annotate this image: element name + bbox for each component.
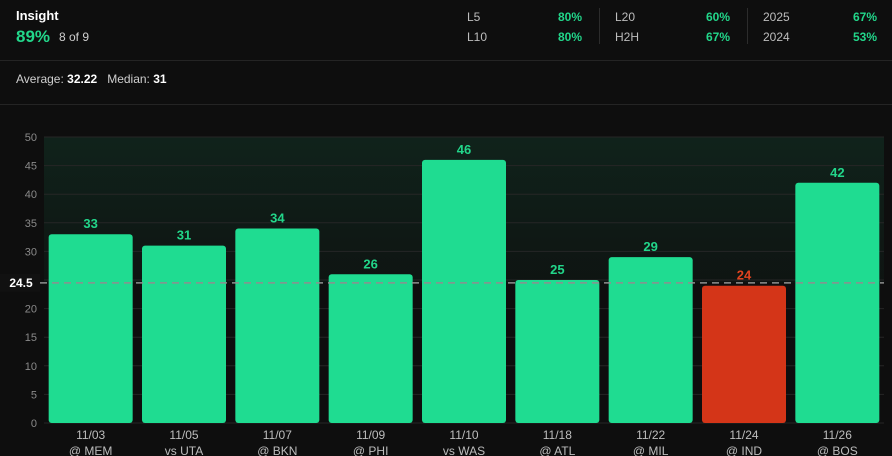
hit-count: 8 of 9: [59, 30, 90, 44]
stat-2024: 2024 53%: [763, 30, 877, 44]
x-axis: 11/03 @ MEM 11/05 vs UTA 11/07 @ BKN 11/09 @ PH…: [69, 428, 858, 456]
y-axis: 05101520253035404550: [25, 132, 37, 430]
average-value: 32.22: [67, 72, 98, 86]
stat-l10: L10 80%: [467, 30, 582, 44]
median-label: Median:: [107, 72, 150, 86]
stat-h2h: H2H 67%: [615, 30, 730, 44]
x-tick-date: 11/24: [729, 428, 758, 442]
bar: [702, 285, 786, 423]
x-tick-opponent: @ IND: [726, 444, 763, 456]
bar: [328, 274, 413, 423]
y-tick-label: 0: [31, 418, 37, 430]
data-label: 29: [643, 239, 657, 254]
data-label: 26: [363, 256, 377, 271]
stats-divider: [599, 8, 600, 44]
stats-divider: [747, 8, 748, 44]
prop-line-badge: [0, 273, 40, 292]
y-tick-label: 30: [25, 246, 37, 258]
x-tick-date: 11/05: [169, 428, 198, 442]
x-tick-opponent: vs WAS: [443, 444, 485, 456]
x-tick-date: 11/09: [356, 428, 385, 442]
x-tick-date: 11/07: [263, 428, 292, 442]
bar: [515, 280, 600, 423]
data-label: 42: [830, 165, 844, 180]
y-tick-label: 10: [25, 361, 37, 373]
stat-l20: L20 60%: [615, 10, 730, 24]
x-tick-opponent: @ BKN: [257, 444, 297, 456]
summary-line: Average: 32.22 Median: 31: [16, 72, 167, 86]
prop-line-label: 24.5: [9, 276, 33, 290]
y-tick-label: 35: [25, 218, 37, 230]
x-tick-date: 11/26: [823, 428, 852, 442]
stat-l5: L5 80%: [467, 10, 582, 24]
x-tick-opponent: @ PHI: [353, 444, 389, 456]
stat-2025: 2025 67%: [763, 10, 877, 24]
insight-title: Insight: [16, 8, 59, 23]
bar: [795, 182, 880, 423]
data-label: 34: [270, 211, 285, 226]
x-tick-opponent: @ BOS: [817, 444, 858, 456]
insight-header: Insight 89% 8 of 9 L5 80% L10 80% L20 60% H…: [0, 0, 892, 60]
divider: [0, 60, 892, 61]
hit-rate-percent: 89%: [16, 27, 51, 46]
bar: [422, 159, 506, 423]
y-tick-label: 15: [25, 332, 37, 344]
x-tick-opponent: @ MEM: [69, 444, 113, 456]
x-tick-date: 11/18: [543, 428, 572, 442]
average-label: Average:: [16, 72, 64, 86]
y-tick-label: 45: [25, 161, 37, 173]
x-tick-date: 11/22: [636, 428, 665, 442]
x-tick-opponent: @ MIL: [633, 444, 669, 456]
median-value: 31: [153, 72, 167, 86]
y-tick-label: 20: [25, 304, 37, 316]
data-label: 25: [550, 262, 564, 277]
y-tick-label: 40: [25, 189, 37, 201]
data-label: 31: [177, 228, 191, 243]
y-tick-label: 50: [25, 132, 37, 144]
x-tick-date: 11/03: [76, 428, 105, 442]
bar: [608, 257, 693, 423]
bars: 33 31 34 26 46 25 29 24 42: [48, 142, 880, 423]
data-label: 33: [83, 216, 97, 231]
y-tick-label: 5: [31, 389, 37, 401]
bar: [142, 245, 226, 423]
x-tick-opponent: vs UTA: [165, 444, 203, 456]
bar: [235, 228, 320, 423]
data-label: 46: [457, 142, 471, 157]
divider: [0, 104, 892, 105]
bar: [48, 234, 133, 423]
x-tick-opponent: @ ATL: [539, 444, 575, 456]
x-tick-date: 11/10: [449, 428, 478, 442]
data-label: 24: [737, 268, 752, 283]
